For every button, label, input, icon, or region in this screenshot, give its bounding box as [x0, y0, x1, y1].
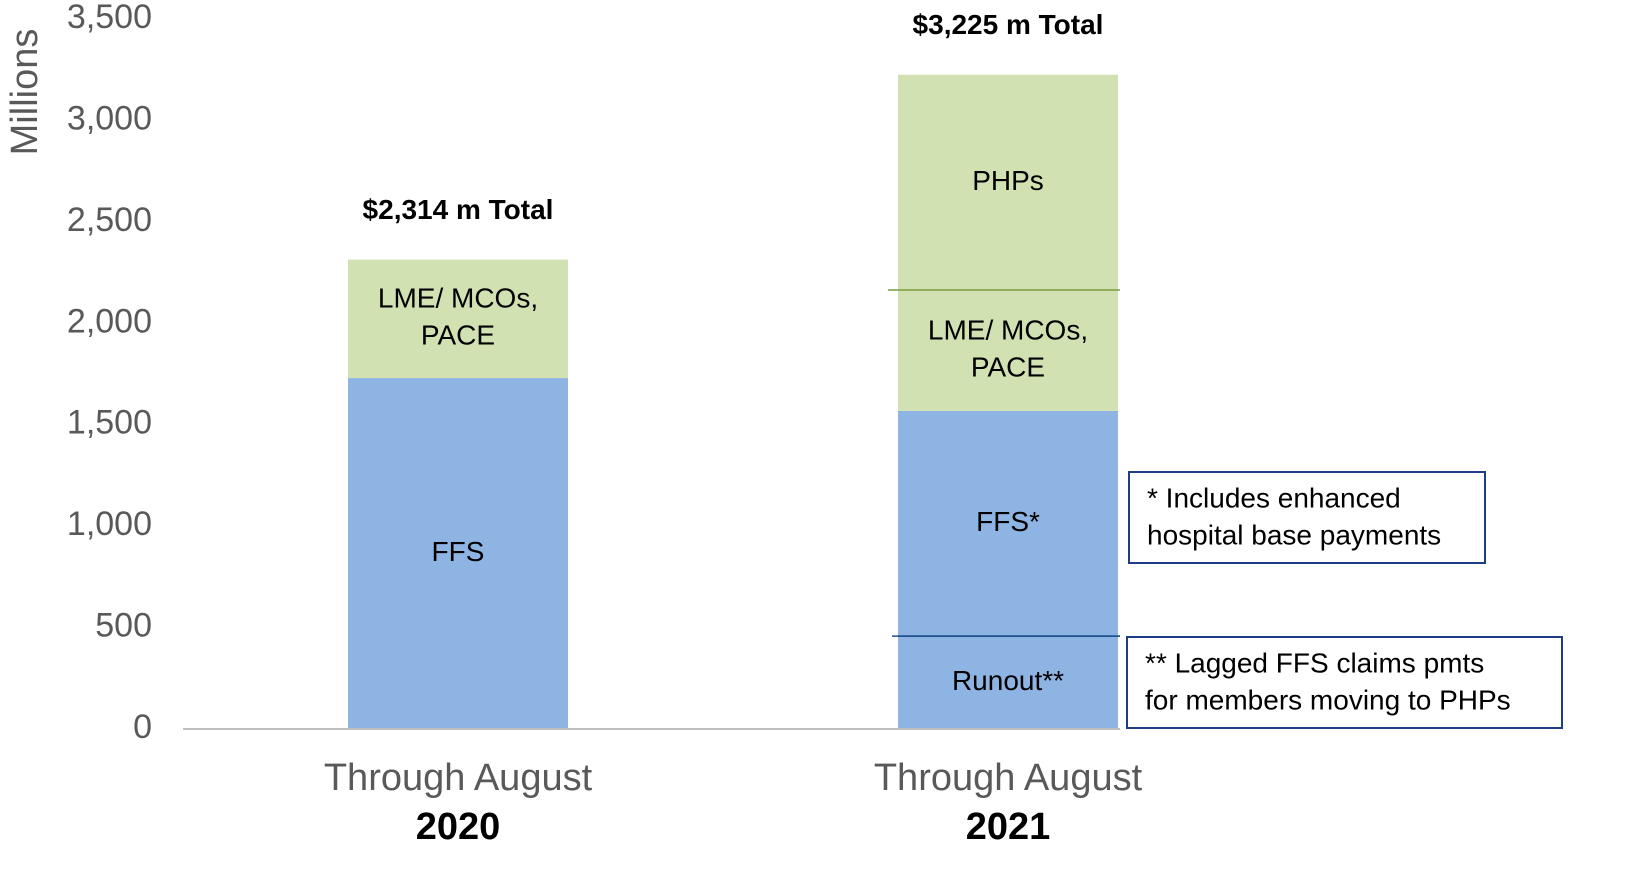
x-tick-label: Through August: [874, 757, 1143, 799]
y-tick-label: 500: [95, 607, 152, 645]
note-text: * Includes enhanced: [1147, 482, 1401, 513]
segment-label: FFS: [432, 536, 485, 567]
segment-label: LME/ MCOs,: [378, 283, 538, 314]
x-tick-label: Through August: [324, 757, 593, 799]
note-box: [1128, 471, 1486, 564]
x-tick-label: 2021: [966, 806, 1051, 848]
y-tick-label: 2,000: [67, 302, 152, 340]
y-tick-label: 1,000: [67, 505, 152, 543]
segment-label: LME/ MCOs,: [928, 314, 1088, 345]
y-tick-label: 1,500: [67, 404, 152, 442]
total-label: $3,225 m Total: [913, 9, 1104, 40]
segment-label: PACE: [421, 320, 495, 351]
bar-segment: [898, 636, 1118, 729]
bar-segment: [898, 290, 1118, 411]
segment-label: FFS*: [976, 506, 1040, 537]
x-tick-label: 2020: [416, 806, 501, 848]
y-tick-label: 0: [133, 708, 152, 746]
bar-segment: [348, 259, 568, 379]
y-axis-label: Millions: [4, 29, 46, 156]
total-label: $2,314 m Total: [363, 194, 554, 225]
note-text: ** Lagged FFS claims pmts: [1145, 647, 1484, 678]
y-tick-label: 3,500: [67, 0, 152, 36]
y-tick-label: 2,500: [67, 201, 152, 239]
bar-segment: [348, 378, 568, 729]
bar-segment: [898, 410, 1118, 637]
segment-label: PHPs: [972, 165, 1044, 196]
y-tick-label: 3,000: [67, 99, 152, 137]
segment-label: Runout**: [952, 665, 1064, 696]
segment-label: PACE: [971, 351, 1045, 382]
note-text: hospital base payments: [1147, 519, 1441, 550]
note-text: for members moving to PHPs: [1145, 684, 1511, 715]
note-box: [1126, 636, 1563, 729]
bar-segment: [898, 74, 1118, 291]
